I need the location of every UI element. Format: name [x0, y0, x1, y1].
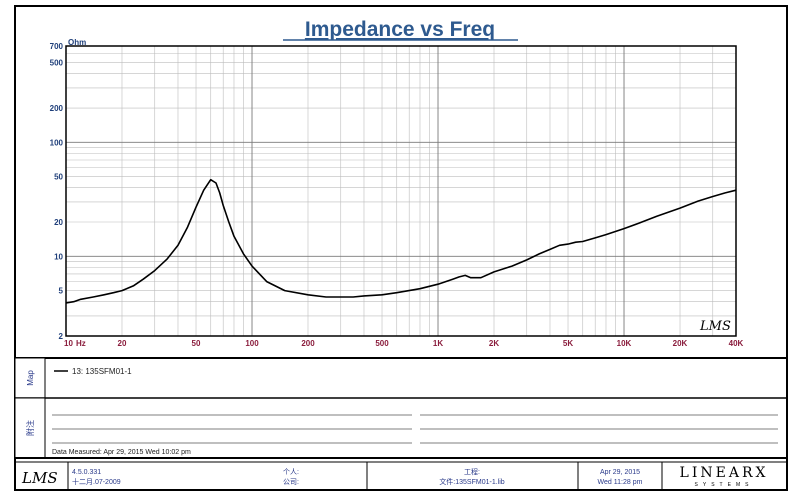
x-tick-label: 10 — [64, 339, 73, 348]
y-tick-labels: 2 5 10 20 50 100 200 500 700 — [50, 42, 64, 341]
impedance-curve — [65, 178, 737, 304]
x-tick-labels: 10 20 50 100 200 500 1K 2K 5K 10K 20K 40K — [64, 339, 744, 348]
y-tick-label: 5 — [59, 287, 64, 296]
y-tick-label: 20 — [54, 218, 63, 227]
company-label: 公司: — [283, 478, 299, 486]
x-tick-label: 500 — [375, 339, 389, 348]
y-tick-label: 500 — [50, 59, 64, 68]
x-tick-label: 20K — [673, 339, 688, 348]
x-tick-label: 5K — [563, 339, 573, 348]
y-tick-label: 10 — [54, 252, 63, 261]
y-tick-label: 2 — [59, 332, 64, 341]
notes-lines — [52, 414, 778, 444]
x-tick-label: 20 — [118, 339, 127, 348]
y-tick-label: 100 — [50, 138, 64, 147]
map-section-tab — [14, 357, 46, 399]
footer-date: Apr 29, 2015 — [600, 469, 640, 476]
brand-sub: SYSTEMS — [695, 482, 754, 488]
x-axis-unit: Hz — [76, 339, 86, 348]
file-label: 文件:135SFM01-1.lib — [439, 477, 504, 486]
chart-title: Impedance vs Freq — [305, 18, 495, 41]
series-group — [65, 178, 737, 304]
x-tick-label: 40K — [729, 339, 744, 348]
brand-logo: LINEARX — [680, 465, 769, 481]
x-tick-label: 100 — [245, 339, 259, 348]
y-axis-unit: Ohm — [68, 38, 86, 47]
notes-section-tab — [14, 397, 46, 459]
x-tick-label: 50 — [192, 339, 201, 348]
version: 4.5.0.331 — [72, 469, 101, 476]
outer-frame — [14, 5, 788, 491]
y-tick-label: 700 — [50, 42, 64, 51]
legend-entry: 13: 135SFM01-1 — [72, 367, 132, 376]
map-section-label: Map — [26, 370, 35, 386]
x-tick-label: 2K — [489, 339, 499, 348]
build-date: 十二月.07-2009 — [72, 477, 121, 486]
footer-lms-logo: LMS — [21, 469, 58, 487]
y-tick-label: 200 — [50, 104, 64, 113]
x-tick-label: 200 — [301, 339, 315, 348]
x-tick-label: 10K — [617, 339, 632, 348]
data-measured: Data Measured: Apr 29, 2015 Wed 10:02 pm — [52, 449, 191, 456]
project-label: 工程: — [464, 467, 480, 476]
y-tick-label: 50 — [54, 173, 63, 182]
footer-datetime: Wed 11:28 pm — [598, 479, 643, 486]
x-tick-label: 1K — [433, 339, 443, 348]
notes-section-label: 附注 — [25, 420, 35, 436]
person-label: 个人: — [283, 468, 299, 476]
plot-logo: LMS — [699, 319, 731, 334]
